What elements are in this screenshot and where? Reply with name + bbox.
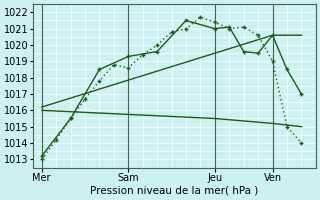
X-axis label: Pression niveau de la mer( hPa ): Pression niveau de la mer( hPa ) [90, 186, 259, 196]
